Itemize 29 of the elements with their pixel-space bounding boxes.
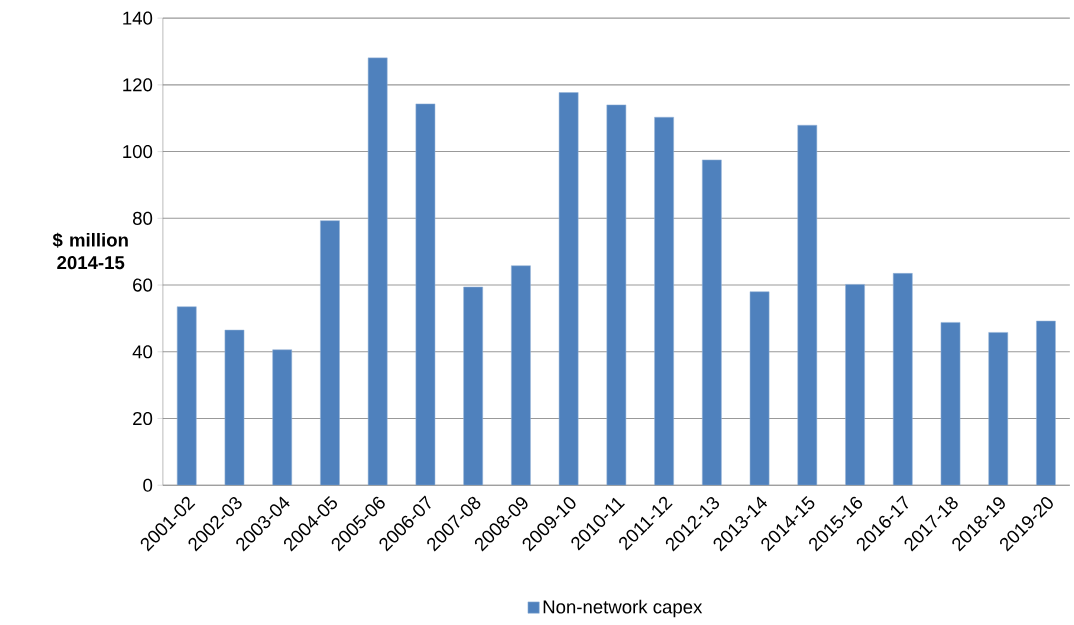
bar [415, 103, 436, 486]
bar [702, 159, 722, 486]
bar [654, 116, 674, 486]
y-tick-label: 20 [133, 411, 153, 426]
bar [845, 284, 865, 486]
bar [892, 273, 913, 486]
y-tick-label: 120 [123, 78, 153, 92]
bar [224, 329, 245, 486]
bar [749, 291, 770, 486]
y-tick-label: 40 [132, 345, 153, 359]
y-tick-label: 0 [143, 478, 153, 492]
y-axis-title: $ million 2014-15 [52, 232, 128, 270]
bar [272, 349, 293, 486]
bar [797, 124, 818, 486]
y-tick-label: 100 [123, 144, 153, 159]
bar [1036, 320, 1056, 486]
bar [463, 286, 483, 486]
legend-label: Non-network capex [543, 599, 703, 618]
y-tick-label: 140 [123, 11, 153, 25]
y-tick-label: 60 [133, 278, 153, 292]
bar [367, 57, 388, 486]
bar [176, 306, 197, 486]
bar [558, 92, 579, 486]
y-tick-label: 80 [133, 211, 153, 225]
bar [606, 104, 627, 486]
bar [320, 220, 340, 486]
bar [940, 322, 961, 486]
bar [511, 265, 531, 486]
bar [988, 332, 1009, 486]
